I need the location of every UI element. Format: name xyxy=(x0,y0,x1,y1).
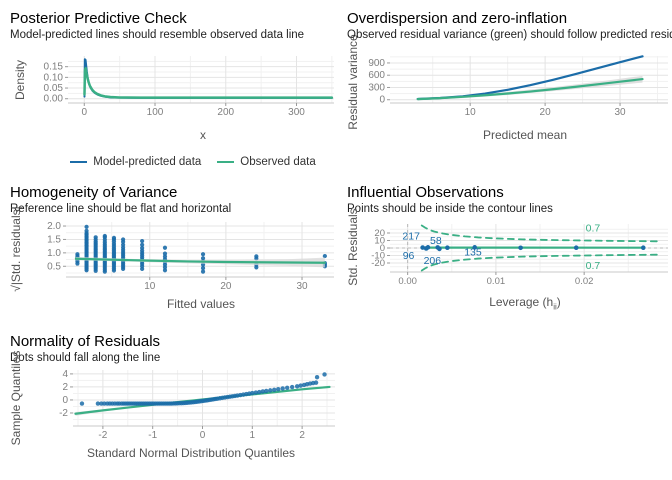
y-axis-label: Sample Quantiles xyxy=(9,350,23,446)
svg-text:0.15: 0.15 xyxy=(44,62,64,73)
svg-text:100: 100 xyxy=(147,107,164,118)
svg-text:10: 10 xyxy=(144,281,156,292)
y-axis-label: Std. Residuals xyxy=(346,208,360,286)
svg-text:0: 0 xyxy=(62,395,68,406)
legend: Model-predicted data Observed data xyxy=(48,156,338,168)
panel-title: Normality of Residuals xyxy=(10,333,161,350)
x-axis-label-suffix: ) xyxy=(556,295,561,309)
svg-text:20: 20 xyxy=(220,281,232,292)
svg-text:4: 4 xyxy=(62,369,68,380)
svg-text:206: 206 xyxy=(424,255,442,267)
svg-text:1: 1 xyxy=(250,430,256,441)
x-axis-label: Fitted values xyxy=(166,297,236,311)
panel-title: Homogeneity of Variance xyxy=(10,184,178,201)
panel-subtitle: Observed residual variance (green) shoul… xyxy=(347,29,672,41)
panel-title: Posterior Predictive Check xyxy=(10,10,187,27)
svg-text:-1: -1 xyxy=(148,430,157,441)
svg-text:0: 0 xyxy=(200,430,206,441)
svg-text:2: 2 xyxy=(62,382,68,393)
svg-text:0.10: 0.10 xyxy=(44,72,64,83)
svg-text:96: 96 xyxy=(403,250,415,262)
svg-text:300: 300 xyxy=(368,82,385,93)
pp-check-plot: 0 100 200 300 0.000.050.100.15 xyxy=(44,56,334,118)
svg-text:-2: -2 xyxy=(59,408,68,419)
panel-title: Overdispersion and zero-inflation xyxy=(347,10,568,27)
svg-text:0.7: 0.7 xyxy=(586,260,601,272)
legend-label: Model-predicted data xyxy=(93,156,202,168)
panel-subtitle: Reference line should be flat and horizo… xyxy=(10,203,232,215)
svg-text:-10: -10 xyxy=(371,251,385,262)
svg-text:0.02: 0.02 xyxy=(575,276,594,287)
svg-text:10: 10 xyxy=(374,236,385,247)
svg-text:30: 30 xyxy=(296,281,308,292)
y-axis-label: Residual variance xyxy=(346,34,360,130)
svg-text:217: 217 xyxy=(402,231,420,243)
svg-text:2.0: 2.0 xyxy=(47,221,61,232)
svg-text:300: 300 xyxy=(288,107,305,118)
y-axis-label: √|Std. residuals| xyxy=(9,206,23,292)
panel-influential: Influential Observations Points should b… xyxy=(345,183,672,329)
svg-text:20: 20 xyxy=(374,228,385,239)
svg-text:900: 900 xyxy=(368,58,385,69)
panel-subtitle: Model-predicted lines should resemble ob… xyxy=(10,29,305,41)
svg-text:58: 58 xyxy=(430,235,442,247)
svg-text:30: 30 xyxy=(614,107,626,118)
svg-text:0.00: 0.00 xyxy=(44,94,64,105)
panel-homogeneity: Homogeneity of Variance Reference line s… xyxy=(8,183,340,329)
panel-posterior-predictive-check: Posterior Predictive Check Model-predict… xyxy=(8,6,340,182)
svg-text:-2: -2 xyxy=(98,430,107,441)
svg-text:0.5: 0.5 xyxy=(47,261,61,272)
svg-text:0.01: 0.01 xyxy=(487,276,506,287)
panel-normality: Normality of Residuals Dots should fall … xyxy=(8,332,348,478)
svg-text:0: 0 xyxy=(380,243,385,254)
model-predicted-line-swatch xyxy=(70,161,88,163)
svg-text:0.00: 0.00 xyxy=(398,276,417,287)
svg-text:0: 0 xyxy=(379,95,385,106)
svg-text:10: 10 xyxy=(465,107,477,118)
svg-text:2: 2 xyxy=(299,430,305,441)
y-axis-label: Density xyxy=(13,59,27,101)
svg-text:135: 135 xyxy=(464,246,482,258)
svg-text:0.7: 0.7 xyxy=(586,222,601,234)
panel-title: Influential Observations xyxy=(347,184,504,201)
panel-overdispersion: Overdispersion and zero-inflation Observ… xyxy=(345,6,672,182)
x-axis-label: Leverage (hii) xyxy=(390,295,660,311)
svg-text:600: 600 xyxy=(368,70,385,81)
svg-text:200: 200 xyxy=(217,107,234,118)
svg-text:0.05: 0.05 xyxy=(44,83,64,94)
x-axis-label-text: Leverage (h xyxy=(489,295,554,309)
svg-text:0: 0 xyxy=(81,107,87,118)
svg-text:1.5: 1.5 xyxy=(47,234,61,245)
influential-plot: 217 58 96 206 135 0.7 0.7 0.00 0.01 0.02 -20-10010… xyxy=(371,222,668,287)
x-axis-label: Standard Normal Distribution Quantiles xyxy=(86,446,296,460)
svg-text:20: 20 xyxy=(540,107,552,118)
homogeneity-plot: 10 20 30 0.5 1.0 1.5 2.0 xyxy=(47,221,334,292)
panel-subtitle: Dots should fall along the line xyxy=(10,352,161,364)
svg-text:-20: -20 xyxy=(371,258,385,269)
svg-text:1.0: 1.0 xyxy=(47,248,61,259)
legend-label: Observed data xyxy=(240,156,316,168)
x-axis-label-subscript: ii xyxy=(553,302,557,312)
observed-line-swatch xyxy=(217,161,235,163)
x-axis-label: x xyxy=(200,128,206,142)
x-axis-label: Predicted mean xyxy=(482,128,568,142)
panel-subtitle: Points should be inside the contour line… xyxy=(347,203,553,215)
qq-plot: -2 -1 0 1 2 -2 0 2 4 xyxy=(59,369,335,441)
legend-item-observed: Observed data xyxy=(217,156,316,168)
legend-item-model-predicted: Model-predicted data xyxy=(70,156,201,168)
